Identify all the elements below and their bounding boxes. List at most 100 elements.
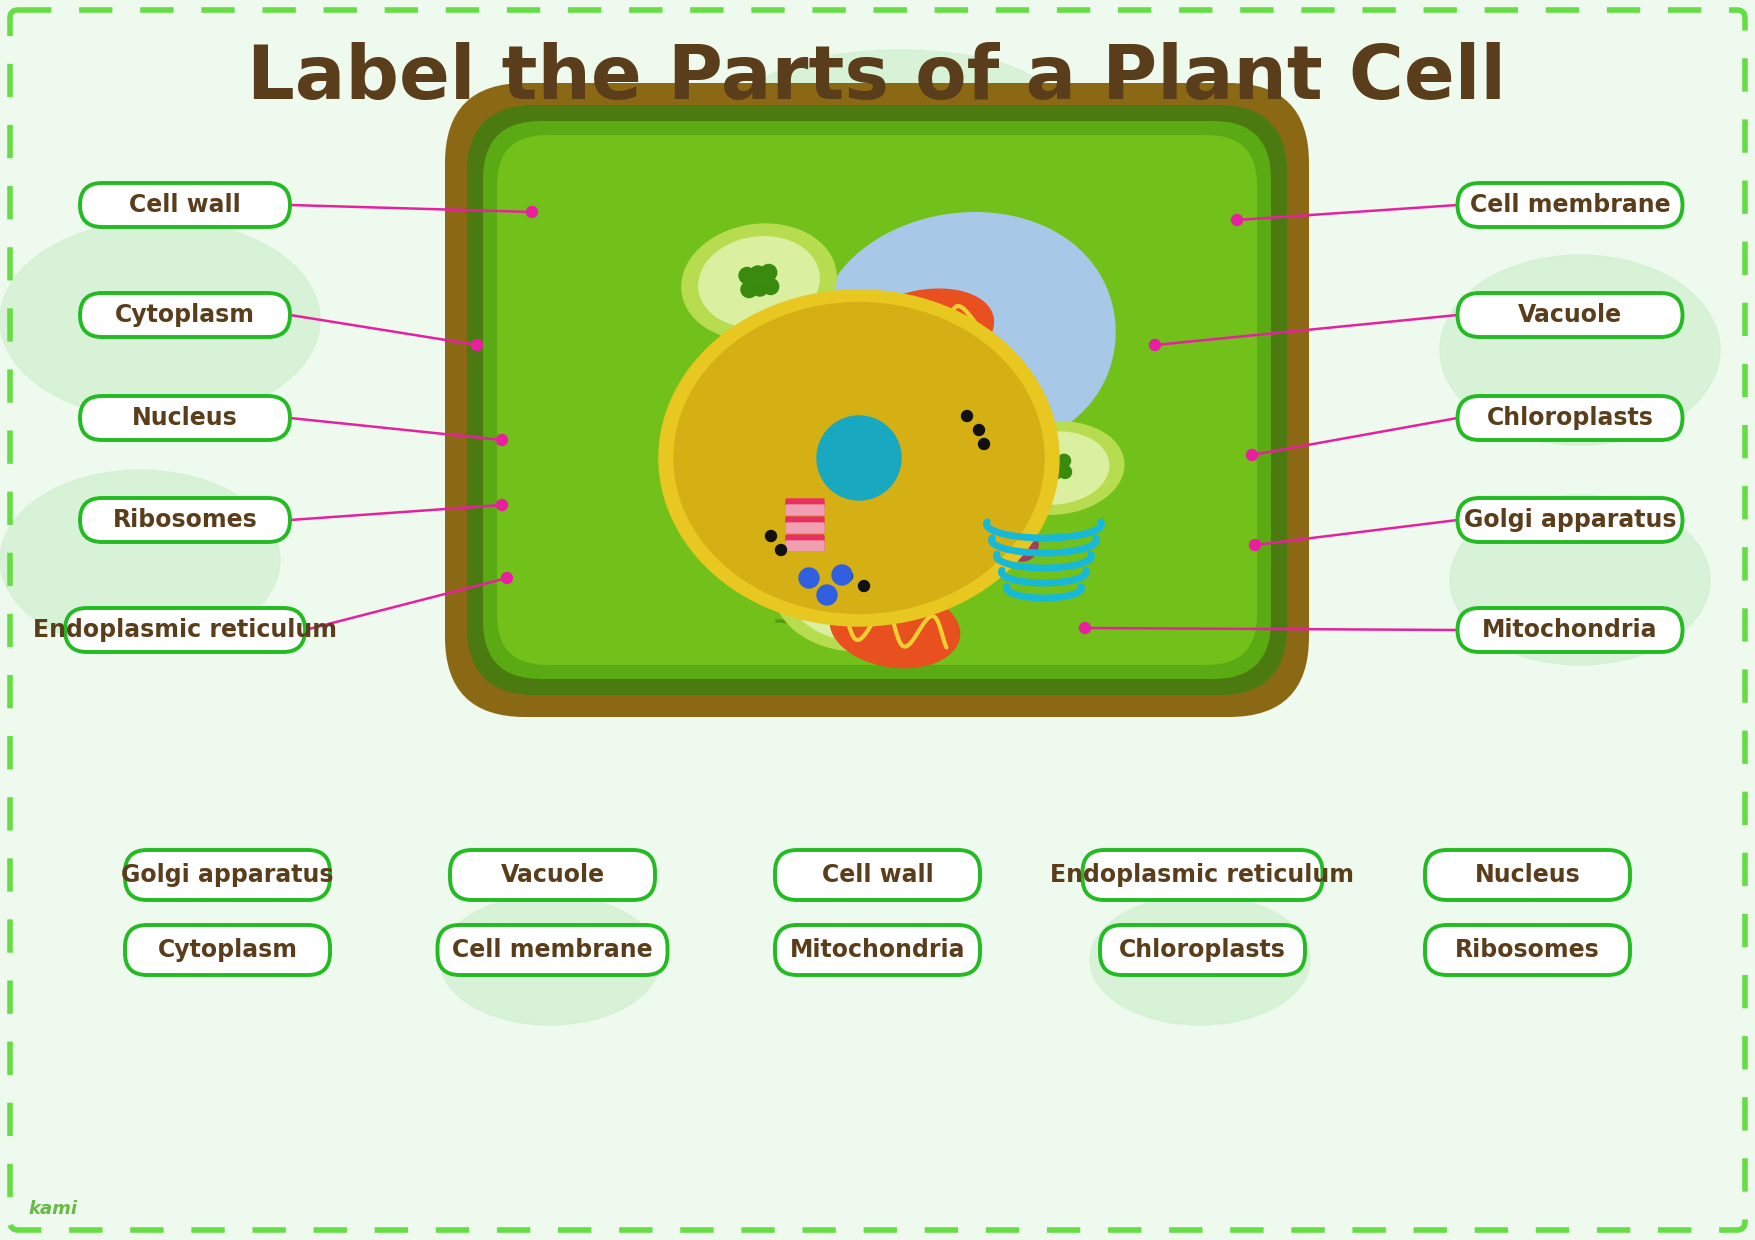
Ellipse shape bbox=[830, 588, 960, 667]
Circle shape bbox=[1039, 456, 1051, 469]
Circle shape bbox=[832, 584, 846, 599]
Circle shape bbox=[1048, 455, 1060, 467]
Text: Chloroplasts: Chloroplasts bbox=[1120, 937, 1286, 962]
Circle shape bbox=[1246, 450, 1258, 460]
Text: Ribosomes: Ribosomes bbox=[1455, 937, 1601, 962]
Circle shape bbox=[979, 439, 990, 450]
Circle shape bbox=[849, 600, 863, 614]
Circle shape bbox=[828, 596, 842, 610]
FancyBboxPatch shape bbox=[776, 849, 979, 900]
FancyBboxPatch shape bbox=[1457, 293, 1683, 337]
Circle shape bbox=[1232, 215, 1243, 226]
Circle shape bbox=[1006, 529, 1037, 560]
Circle shape bbox=[832, 565, 851, 585]
Circle shape bbox=[751, 280, 769, 296]
Text: Cytoplasm: Cytoplasm bbox=[158, 937, 298, 962]
Circle shape bbox=[1079, 622, 1090, 634]
FancyBboxPatch shape bbox=[125, 925, 330, 975]
Text: Golgi apparatus: Golgi apparatus bbox=[121, 863, 333, 887]
Circle shape bbox=[799, 568, 820, 588]
Circle shape bbox=[497, 434, 507, 445]
FancyBboxPatch shape bbox=[467, 105, 1286, 694]
Circle shape bbox=[723, 404, 755, 436]
FancyBboxPatch shape bbox=[1425, 849, 1630, 900]
Circle shape bbox=[916, 562, 948, 594]
Circle shape bbox=[858, 580, 869, 591]
Text: kami: kami bbox=[28, 1200, 77, 1218]
Text: Cytoplasm: Cytoplasm bbox=[116, 303, 254, 327]
FancyBboxPatch shape bbox=[446, 83, 1309, 717]
Circle shape bbox=[776, 544, 786, 556]
Circle shape bbox=[818, 415, 900, 500]
FancyBboxPatch shape bbox=[125, 849, 330, 900]
FancyBboxPatch shape bbox=[786, 523, 825, 533]
Circle shape bbox=[763, 279, 779, 295]
Ellipse shape bbox=[658, 290, 1058, 626]
Ellipse shape bbox=[1450, 495, 1709, 665]
Circle shape bbox=[851, 588, 865, 601]
Circle shape bbox=[497, 500, 507, 511]
Ellipse shape bbox=[851, 289, 993, 374]
Circle shape bbox=[739, 268, 755, 284]
Circle shape bbox=[841, 587, 855, 600]
FancyBboxPatch shape bbox=[483, 122, 1271, 680]
Polygon shape bbox=[820, 213, 1114, 451]
Ellipse shape bbox=[792, 560, 904, 640]
Circle shape bbox=[1049, 466, 1062, 479]
FancyBboxPatch shape bbox=[1100, 925, 1306, 975]
FancyBboxPatch shape bbox=[497, 135, 1257, 665]
Ellipse shape bbox=[683, 224, 835, 340]
FancyBboxPatch shape bbox=[81, 184, 290, 227]
Circle shape bbox=[526, 207, 537, 217]
Circle shape bbox=[1058, 454, 1071, 467]
Ellipse shape bbox=[0, 219, 319, 420]
Circle shape bbox=[1039, 467, 1053, 480]
FancyBboxPatch shape bbox=[1425, 925, 1630, 975]
Circle shape bbox=[741, 281, 756, 298]
Text: Ribosomes: Ribosomes bbox=[112, 508, 258, 532]
Text: Label the Parts of a Plant Cell: Label the Parts of a Plant Cell bbox=[247, 41, 1506, 114]
FancyBboxPatch shape bbox=[786, 517, 825, 533]
Circle shape bbox=[1250, 539, 1260, 551]
Text: Vacuole: Vacuole bbox=[500, 863, 604, 887]
Circle shape bbox=[834, 346, 865, 378]
Ellipse shape bbox=[1441, 255, 1720, 445]
FancyBboxPatch shape bbox=[776, 925, 979, 975]
Ellipse shape bbox=[674, 303, 1044, 614]
Text: Nucleus: Nucleus bbox=[132, 405, 239, 430]
Circle shape bbox=[760, 264, 777, 280]
Text: Cell wall: Cell wall bbox=[821, 863, 934, 887]
Text: Vacuole: Vacuole bbox=[1518, 303, 1622, 327]
Text: Nucleus: Nucleus bbox=[1474, 863, 1580, 887]
Text: Mitochondria: Mitochondria bbox=[790, 937, 965, 962]
FancyBboxPatch shape bbox=[1457, 184, 1683, 227]
FancyBboxPatch shape bbox=[81, 498, 290, 542]
FancyBboxPatch shape bbox=[437, 925, 667, 975]
FancyBboxPatch shape bbox=[786, 541, 825, 551]
FancyBboxPatch shape bbox=[786, 534, 825, 551]
Circle shape bbox=[765, 531, 776, 542]
Ellipse shape bbox=[749, 50, 1049, 150]
FancyBboxPatch shape bbox=[786, 505, 825, 515]
FancyBboxPatch shape bbox=[81, 396, 290, 440]
Circle shape bbox=[472, 340, 483, 351]
Circle shape bbox=[1150, 340, 1160, 351]
Circle shape bbox=[841, 570, 853, 582]
FancyBboxPatch shape bbox=[1457, 396, 1683, 440]
Text: Endoplasmic reticulum: Endoplasmic reticulum bbox=[1051, 863, 1355, 887]
Circle shape bbox=[974, 424, 985, 435]
Text: Endoplasmic reticulum: Endoplasmic reticulum bbox=[33, 618, 337, 642]
Text: Cell membrane: Cell membrane bbox=[1469, 193, 1671, 217]
Circle shape bbox=[839, 598, 853, 613]
Circle shape bbox=[818, 585, 837, 605]
Text: Chloroplasts: Chloroplasts bbox=[1486, 405, 1653, 430]
FancyBboxPatch shape bbox=[1457, 608, 1683, 652]
Text: Cell wall: Cell wall bbox=[130, 193, 240, 217]
Ellipse shape bbox=[1002, 432, 1109, 503]
Text: Golgi apparatus: Golgi apparatus bbox=[1464, 508, 1676, 532]
FancyBboxPatch shape bbox=[449, 849, 655, 900]
FancyBboxPatch shape bbox=[786, 498, 825, 515]
Ellipse shape bbox=[776, 549, 920, 651]
Circle shape bbox=[1058, 465, 1072, 479]
Circle shape bbox=[502, 573, 512, 584]
